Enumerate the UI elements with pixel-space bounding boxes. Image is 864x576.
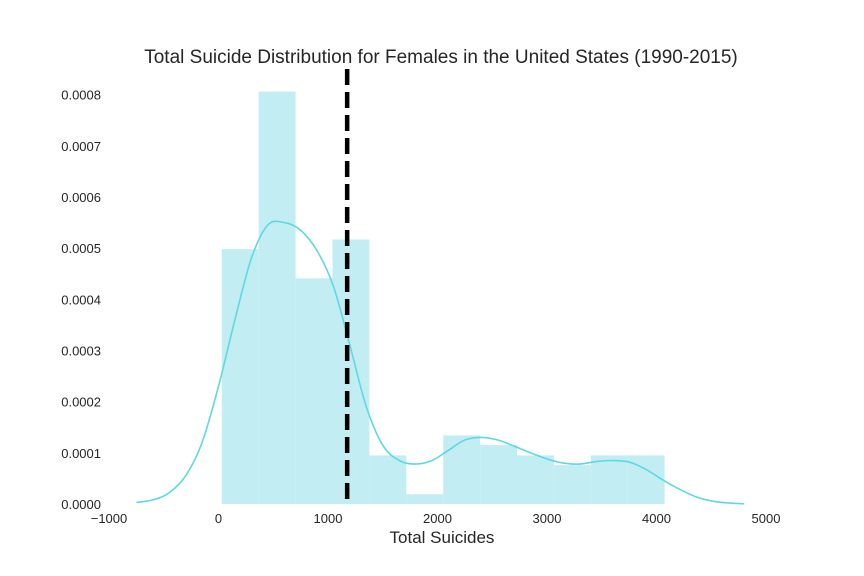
x-axis-label: Total Suicides [390,528,495,547]
histogram-bar-2 [258,91,296,505]
y-axis-ticks: 0.0000 0.0001 0.0002 0.0003 0.0004 0.0005 0.00… [61,88,101,512]
histogram-bar-4 [332,239,370,504]
x-tick-label: 1000 [314,511,343,526]
x-tick-label: 2000 [423,511,452,526]
y-tick-label: 0.0005 [61,241,101,256]
histogram-bar-10 [553,465,591,504]
histogram-bar-1 [221,249,259,504]
y-tick-label: 0.0002 [61,395,101,410]
histogram-bar-8 [480,445,517,504]
y-tick-label: 0.0001 [61,446,101,461]
x-tick-label: 3000 [533,511,562,526]
histogram-bar-11 [590,455,628,504]
y-tick-label: 0.0006 [61,190,101,205]
x-tick-label: 5000 [752,511,781,526]
x-tick-label: −1000 [91,511,128,526]
kde-line [136,220,745,505]
y-tick-label: 0.0000 [61,497,101,512]
kde-curve-group [136,220,745,505]
y-tick-label: 0.0004 [61,292,101,307]
histogram-bars [221,91,665,505]
y-tick-label: 0.0007 [61,139,101,154]
x-tick-label: 0 [215,511,222,526]
x-axis-ticks: −1000 0 1000 2000 3000 4000 5000 [91,511,781,526]
histogram-bar-5 [369,455,407,504]
histogram-bar-9 [516,455,554,504]
chart-title: Total Suicide Distribution for Females i… [144,47,738,68]
histogram-bar-6 [406,494,444,504]
histogram-bar-3 [295,278,333,504]
histogram-bar-7 [443,435,481,504]
y-tick-label: 0.0008 [61,88,101,103]
y-tick-label: 0.0003 [61,343,101,358]
x-tick-label: 4000 [642,511,671,526]
